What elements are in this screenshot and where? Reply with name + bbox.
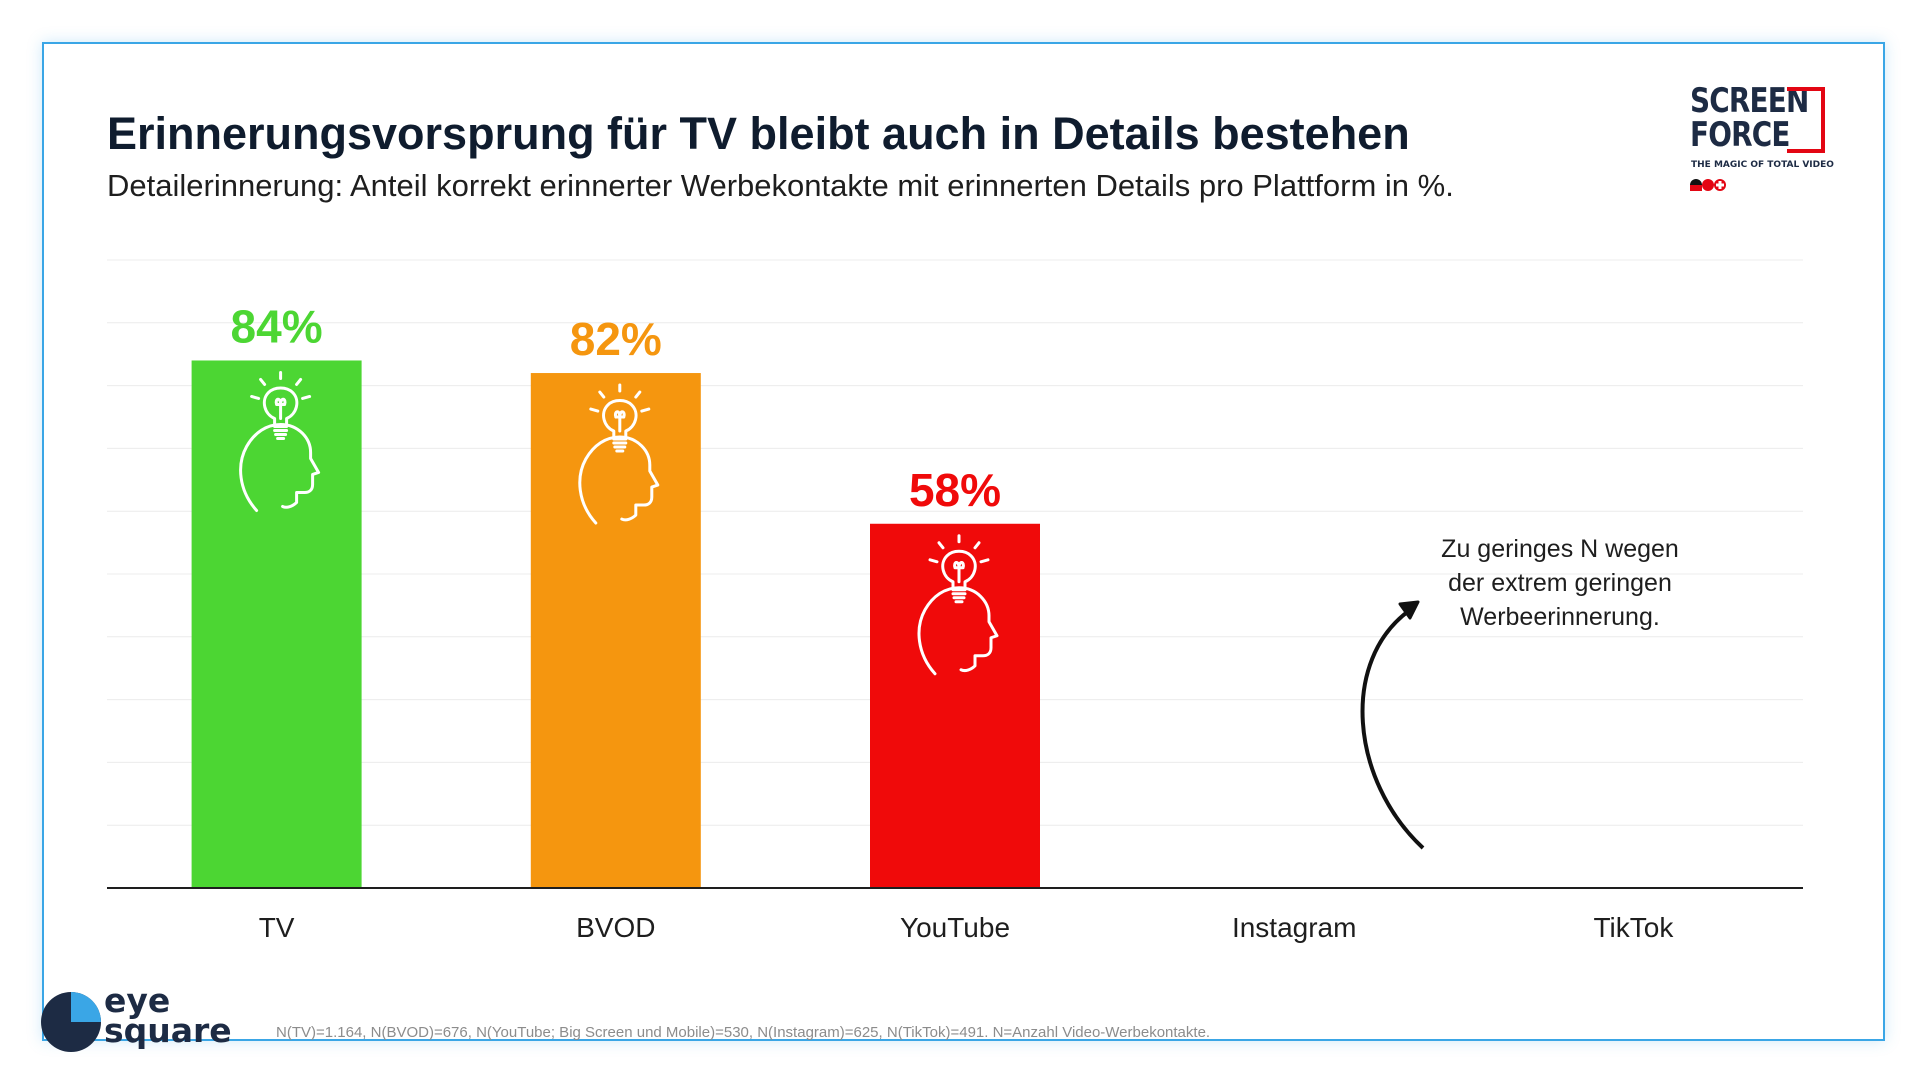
eyesquare-logo: eye square (40, 981, 240, 1055)
annotation-line-1: Zu geringes N wegen (1441, 535, 1679, 563)
eyesquare-word2: square (104, 1011, 232, 1050)
category-label-tv: TV (259, 912, 295, 943)
eyesquare-circle-icon (41, 992, 101, 1052)
arrow-head-icon (1398, 600, 1420, 620)
screenforce-logo-word2: FORCE (1690, 115, 1790, 155)
data-label-youtube: 58% (909, 464, 1001, 516)
flags-icon (1690, 179, 1726, 191)
category-label-instagram: Instagram (1232, 912, 1357, 943)
slide-frame (42, 42, 1885, 1041)
page-title: Erinnerungsvorsprung für TV bleibt auch … (107, 108, 1410, 159)
screenforce-logo: SCREEN FORCE THE MAGIC OF TOTAL VIDEO (1690, 82, 1834, 197)
category-label-youtube: YouTube (900, 912, 1010, 943)
head-lightbulb-icon (239, 370, 321, 512)
annotation-note: Zu geringes N wegen der extrem geringen … (1420, 532, 1700, 634)
eyesquare-word1: eye (104, 981, 171, 1020)
bars (191, 360, 1040, 889)
bar-tv (191, 360, 362, 889)
arrow-icon (1360, 608, 1425, 850)
annotation-line-2: der extrem geringen (1448, 569, 1672, 597)
head-lightbulb-icon (917, 534, 999, 676)
data-label-tv: 84% (231, 300, 323, 352)
category-label-tiktok: TikTok (1593, 912, 1674, 943)
annotation-line-3: Werbeerinnerung. (1460, 603, 1660, 631)
page-subtitle: Detailerinnerung: Anteil korrekt erinner… (107, 168, 1454, 203)
category-label-bvod: BVOD (576, 912, 655, 943)
screenforce-bracket-icon (1787, 87, 1825, 153)
bar-youtube (870, 523, 1040, 888)
screenforce-tagline: THE MAGIC OF TOTAL VIDEO (1691, 160, 1834, 170)
data-label-bvod: 82% (570, 313, 662, 365)
bar-bvod (530, 373, 701, 888)
footnote: N(TV)=1.164, N(BVOD)=676, N(YouTube; Big… (276, 1024, 1211, 1041)
head-lightbulb-icon (578, 383, 660, 525)
category-labels: 84% TV 82% BVOD 58% YouTube Instagram TikTok (231, 300, 1675, 943)
